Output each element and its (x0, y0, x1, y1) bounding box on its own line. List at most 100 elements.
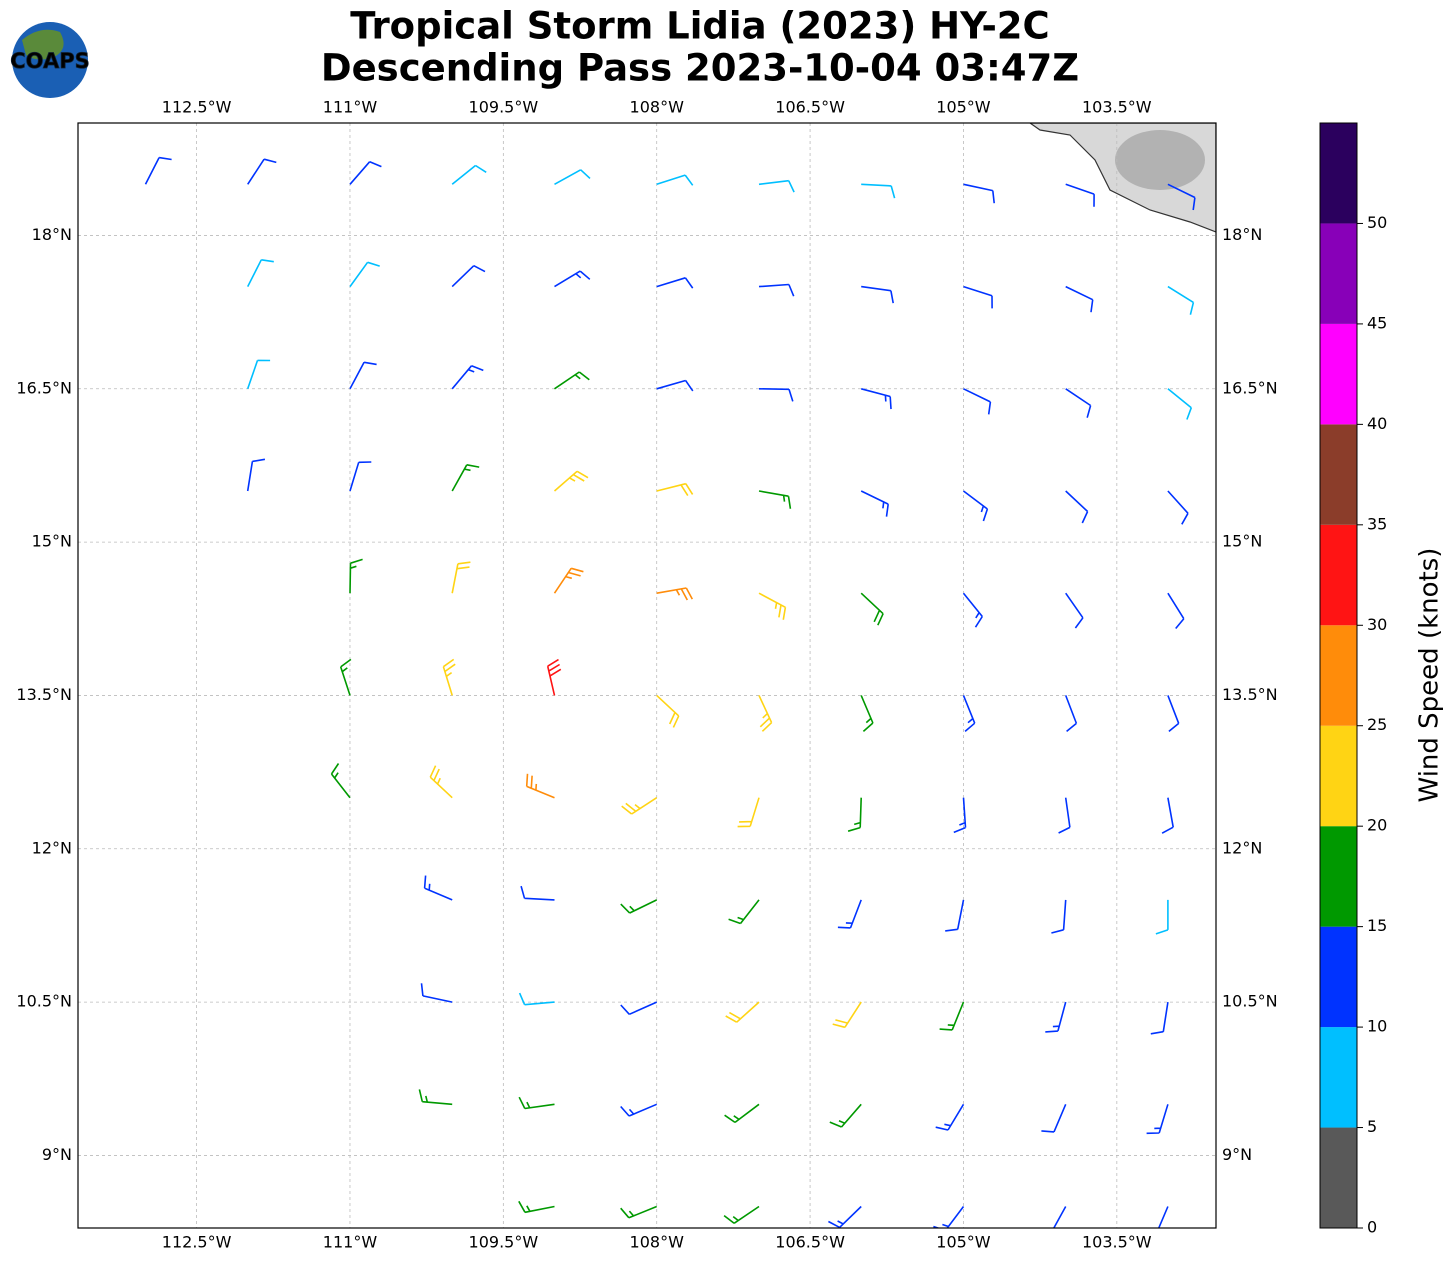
colorbar-tick-label: 50 (1367, 213, 1387, 232)
wind-barb (860, 388, 892, 410)
wind-barb (724, 1103, 760, 1124)
wind-barb (829, 1103, 862, 1128)
wind-barb (656, 694, 680, 728)
wind-barb (656, 482, 694, 497)
wind-barb (520, 885, 555, 901)
wind-barb (723, 1205, 760, 1224)
wind-barb (933, 1206, 965, 1228)
y-tick-label: 15°N (32, 532, 72, 551)
logo-text: COAPS (10, 49, 89, 73)
wind-barb (656, 379, 694, 392)
wind-barb (1167, 388, 1193, 420)
y-tick-label: 9°N (1222, 1145, 1252, 1164)
wind-barb (939, 1001, 965, 1031)
wind-barb (554, 169, 591, 185)
wind-barb (861, 285, 894, 304)
x-tick-label: 111°W (323, 1233, 378, 1252)
wind-barb (144, 156, 172, 185)
wind-barb (553, 567, 584, 594)
wind-barb (1146, 1104, 1169, 1135)
colorbar-tick-label: 0 (1367, 1218, 1377, 1237)
x-tick-label: 103.5°W (1082, 98, 1152, 117)
wind-barb (656, 277, 694, 289)
wind-barb (962, 695, 976, 733)
wind-barb (1161, 797, 1174, 834)
wind-barb (758, 179, 795, 193)
barbs (144, 156, 1196, 1228)
wind-barb (525, 773, 555, 799)
wind-barb (349, 461, 372, 492)
wind-barb (423, 875, 453, 901)
x-tick-label: 105°W (936, 98, 991, 117)
x-tick-label: 109.5°W (469, 1233, 539, 1252)
wind-barb (1065, 285, 1094, 313)
wind-barb (246, 359, 271, 390)
colorbar-bin (1320, 826, 1357, 927)
land (1028, 123, 1216, 233)
wind-barb (962, 592, 983, 628)
wind-barb (860, 695, 874, 732)
wind-barb (1167, 695, 1180, 733)
logo: COAPS (10, 22, 90, 98)
wind-barb (758, 490, 792, 509)
wind-barb (828, 1205, 862, 1228)
x-tick-label: 106.5°W (775, 98, 845, 117)
wind-barb (1041, 1103, 1067, 1133)
wind-barb (621, 797, 658, 815)
wind-barb (442, 658, 456, 696)
wind-barb (451, 365, 484, 390)
colorbar-bin (1320, 1127, 1357, 1228)
wind-barb (1157, 1206, 1169, 1228)
wind-barb (656, 587, 694, 601)
colorbar-bin (1320, 223, 1357, 324)
colorbar-bin (1320, 524, 1357, 626)
colorbar-bin (1320, 424, 1357, 525)
logo-land (22, 29, 64, 60)
wind-barb (758, 388, 794, 402)
wind-barb (1064, 695, 1078, 733)
y-tick-label: 9°N (42, 1145, 72, 1164)
colorbar-tick-label: 35 (1367, 514, 1387, 533)
wind-barb (418, 1089, 453, 1106)
wind-barb (1045, 1001, 1067, 1033)
wind-barb (349, 361, 377, 390)
title-line-2: Descending Pass 2023-10-04 03:47Z (321, 47, 1079, 90)
wind-barb (546, 658, 562, 696)
wind-barb (553, 470, 589, 492)
x-tick-label: 108°W (630, 1233, 685, 1252)
wind-barb (656, 174, 694, 186)
wind-barb (725, 1001, 760, 1023)
wind-barb (518, 1200, 555, 1214)
wind-barb (1065, 592, 1084, 629)
wind-barb (620, 1103, 658, 1117)
wind-barb (1065, 490, 1089, 524)
wind-barb (620, 1205, 658, 1219)
wind-barb (1167, 592, 1185, 630)
x-tick-label: 109.5°W (469, 98, 539, 117)
wind-barb (832, 1001, 862, 1029)
wind-barb (620, 1001, 658, 1016)
wind-barb (1052, 1206, 1067, 1228)
x-tick-label: 103.5°W (1082, 1233, 1152, 1252)
plot-frame (77, 122, 1217, 1229)
wind-barb (860, 592, 884, 626)
colorbar-bin (1320, 625, 1357, 726)
wind-barb (758, 695, 773, 732)
y-tick-label: 10.5°N (16, 992, 72, 1011)
colorbar-tick-label: 5 (1367, 1117, 1377, 1136)
wind-barb (554, 371, 590, 390)
wind-barb (349, 261, 380, 288)
colorbar-frame (1319, 122, 1358, 1229)
wind-barb (420, 983, 453, 1003)
y-tick-label: 18°N (1222, 225, 1262, 244)
wind-barb (953, 797, 967, 834)
wind-barb (339, 658, 352, 696)
wind-barb (728, 899, 760, 925)
x-tick-label: 112.5°W (162, 98, 232, 117)
wind-barb (963, 285, 993, 309)
y-tick-label: 13.5°N (16, 685, 72, 704)
grid (78, 123, 1216, 1228)
wind-barb (518, 992, 555, 1006)
wind-barb (246, 259, 274, 287)
